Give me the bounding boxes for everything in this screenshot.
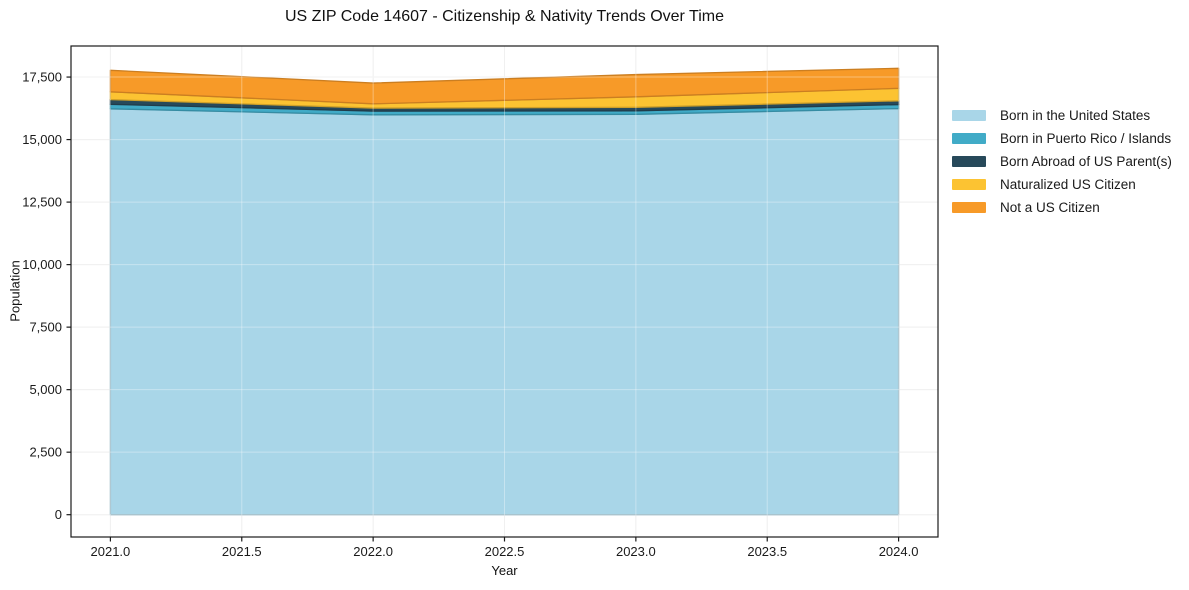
legend-swatch-naturalized [952,179,986,190]
legend-item: Not a US Citizen [952,196,1172,219]
legend-swatch-born-us [952,110,986,121]
tick-labels: 2021.0 2021.5 2022.0 2022.5 2023.0 2023.5 2024… [22,70,918,559]
legend-item: Born in Puerto Rico / Islands [952,127,1172,150]
legend-swatch-not-citizen [952,202,986,213]
legend-item: Born Abroad of US Parent(s) [952,150,1172,173]
x-axis-label: Year [491,563,518,578]
y-tick-label: 5,000 [29,382,62,397]
x-tick-label: 2023.5 [747,544,787,559]
x-tick-label: 2024.0 [879,544,919,559]
y-tick-label: 0 [55,507,62,522]
y-axis-label: Population [7,260,23,322]
y-tick-label: 2,500 [29,445,62,460]
x-tick-label: 2022.5 [485,544,525,559]
legend: Born in the United States Born in Puerto… [952,104,1172,219]
x-tick-label: 2021.0 [91,544,131,559]
y-tick-label: 12,500 [22,195,62,210]
y-tick-label: 15,000 [22,132,62,147]
x-tick-label: 2021.5 [222,544,262,559]
y-tick-label: 7,500 [29,320,62,335]
y-tick-label: 17,500 [22,70,62,85]
chart-title: US ZIP Code 14607 - Citizenship & Nativi… [285,8,724,25]
axis-ticks [66,76,900,542]
legend-label: Not a US Citizen [1000,200,1100,215]
legend-label: Born Abroad of US Parent(s) [1000,154,1172,169]
legend-label: Born in Puerto Rico / Islands [1000,131,1172,146]
x-tick-label: 2022.0 [353,544,393,559]
legend-swatch-puerto-rico [952,133,986,144]
gridlines-overlay [71,46,938,537]
legend-swatch-born-abroad [952,156,986,167]
legend-item: Naturalized US Citizen [952,173,1172,196]
stacked-areas [109,67,900,516]
x-tick-label: 2023.0 [616,544,656,559]
legend-label: Naturalized US Citizen [1000,177,1136,192]
legend-label: Born in the United States [1000,108,1151,123]
area-series-4 [109,67,900,105]
y-tick-label: 10,000 [22,257,62,272]
legend-item: Born in the United States [952,104,1172,127]
